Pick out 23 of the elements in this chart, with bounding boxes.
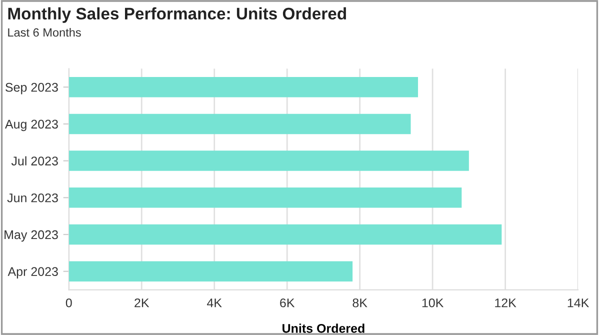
bar — [68, 261, 353, 282]
y-tick-label: Sep 2023 — [6, 82, 58, 94]
bar — [68, 150, 469, 171]
x-tick-label: 0 — [66, 298, 72, 308]
x-tick-label: 10K — [422, 298, 444, 308]
bar — [68, 76, 418, 98]
x-tick-label: 14K — [568, 298, 590, 308]
x-axis-title: Units Ordered — [282, 324, 364, 333]
x-tick-label: 2K — [134, 298, 150, 308]
y-tick-label: Apr 2023 — [8, 267, 58, 278]
x-tick-label: 4K — [207, 298, 222, 308]
y-tick-label: Aug 2023 — [4, 120, 58, 132]
x-tick-label: 8K — [352, 298, 368, 308]
bar — [68, 224, 502, 245]
bar — [68, 114, 411, 134]
chart-subtitle: Last 6 Months — [8, 28, 81, 37]
x-tick-label: 6K — [280, 298, 295, 308]
y-tick-label: Jul 2023 — [11, 156, 58, 166]
y-tick-label: May 2023 — [4, 230, 58, 242]
x-tick-label: 12K — [495, 298, 516, 308]
chart-title: Monthly Sales Performance: Units Ordered — [8, 7, 346, 23]
bar — [68, 188, 462, 208]
y-tick-label: Jun 2023 — [7, 193, 58, 202]
